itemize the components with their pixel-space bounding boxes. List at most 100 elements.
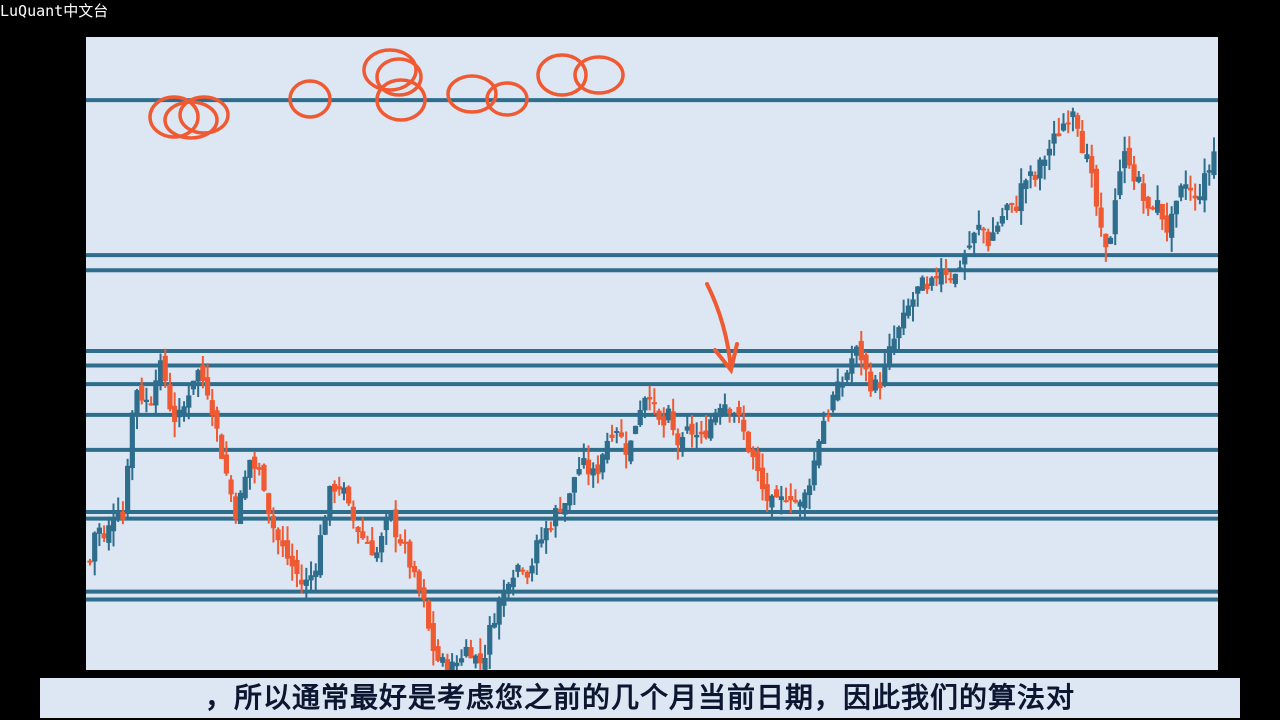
candle-body-158 bbox=[830, 394, 836, 411]
candle-body-148 bbox=[783, 500, 789, 503]
candle-body-188 bbox=[971, 232, 977, 244]
candle-body-100 bbox=[557, 508, 563, 512]
candle-body-92 bbox=[520, 569, 526, 572]
candle-body-197 bbox=[1013, 206, 1020, 212]
candle-body-106 bbox=[585, 459, 592, 475]
price-chart-canvas bbox=[86, 48, 1218, 670]
candle-body-225 bbox=[1145, 196, 1151, 209]
candle-body-101 bbox=[562, 503, 568, 515]
candle-body-84 bbox=[482, 658, 488, 670]
candle-body-140 bbox=[745, 431, 752, 452]
candle-body-204 bbox=[1046, 148, 1052, 156]
candle-body-78 bbox=[454, 662, 460, 667]
candle-body-113 bbox=[618, 432, 625, 437]
candle-body-7 bbox=[120, 511, 126, 520]
candle-body-196 bbox=[1009, 203, 1015, 206]
candlestick-series bbox=[87, 107, 1217, 670]
candle-body-202 bbox=[1037, 159, 1043, 179]
candle-body-190 bbox=[980, 228, 987, 231]
channel-brand-label: LuQuant中文台 bbox=[0, 2, 109, 20]
candle-body-186 bbox=[962, 254, 968, 265]
candle-body-80 bbox=[463, 646, 469, 657]
candle-body-131 bbox=[703, 430, 709, 438]
candle-body-87 bbox=[496, 601, 502, 625]
candle-body-34 bbox=[247, 459, 253, 478]
candle-body-194 bbox=[999, 216, 1005, 224]
candle-body-231 bbox=[1173, 200, 1179, 215]
support-resistance-levels bbox=[86, 98, 1218, 602]
candle-body-116 bbox=[632, 425, 639, 434]
candle-body-162 bbox=[849, 358, 855, 374]
candle-body-26 bbox=[209, 400, 215, 416]
candle-body-149 bbox=[788, 496, 794, 501]
candle-body-47 bbox=[308, 575, 314, 581]
candle-body-76 bbox=[444, 659, 451, 670]
candle-body-28 bbox=[219, 434, 225, 459]
annotation-circle-1 bbox=[163, 100, 219, 140]
candle-body-210 bbox=[1075, 115, 1081, 129]
candle-body-184 bbox=[952, 273, 958, 284]
candle-body-19 bbox=[176, 409, 182, 418]
candle-body-16 bbox=[162, 355, 168, 381]
candle-body-29 bbox=[223, 454, 229, 474]
candle-body-6 bbox=[115, 512, 121, 519]
candle-body-107 bbox=[590, 468, 596, 476]
candle-body-128 bbox=[689, 423, 695, 435]
candle-body-15 bbox=[157, 360, 164, 383]
candle-body-42 bbox=[284, 540, 291, 559]
candle-body-5 bbox=[110, 518, 117, 532]
candle-body-168 bbox=[877, 382, 883, 389]
candle-body-8 bbox=[125, 465, 131, 514]
candle-body-35 bbox=[252, 456, 258, 469]
candle-body-238 bbox=[1206, 170, 1212, 173]
candle-body-12 bbox=[143, 399, 150, 403]
candle-body-50 bbox=[322, 519, 328, 535]
candle-body-208 bbox=[1065, 122, 1071, 125]
candle-body-120 bbox=[651, 402, 657, 405]
candle-body-65 bbox=[393, 509, 399, 538]
candle-body-21 bbox=[186, 395, 192, 408]
candle-body-147 bbox=[778, 496, 784, 501]
candle-body-93 bbox=[524, 571, 530, 578]
annotation-circle-5 bbox=[375, 57, 423, 97]
candle-body-234 bbox=[1187, 187, 1194, 191]
candle-body-195 bbox=[1004, 204, 1010, 211]
candle-body-142 bbox=[755, 452, 761, 472]
candle-body-136 bbox=[726, 408, 733, 414]
candle-body-177 bbox=[919, 277, 926, 291]
candle-body-23 bbox=[195, 370, 201, 382]
candle-body-22 bbox=[190, 380, 197, 390]
candle-body-17 bbox=[167, 384, 173, 410]
candle-body-229 bbox=[1164, 215, 1170, 233]
candle-body-144 bbox=[764, 484, 770, 501]
candle-body-235 bbox=[1192, 195, 1198, 199]
candle-body-68 bbox=[407, 541, 413, 568]
candle-body-3 bbox=[101, 533, 107, 539]
candle-body-170 bbox=[886, 346, 893, 364]
candle-body-33 bbox=[242, 476, 248, 499]
candle-body-89 bbox=[505, 583, 512, 594]
annotation-circle-4 bbox=[362, 48, 418, 92]
candle-body-70 bbox=[416, 571, 422, 591]
candle-body-75 bbox=[440, 657, 446, 663]
candle-body-176 bbox=[915, 286, 921, 294]
candle-body-199 bbox=[1023, 180, 1029, 189]
candle-body-43 bbox=[289, 555, 295, 567]
candle-body-27 bbox=[214, 410, 220, 429]
candle-body-54 bbox=[341, 487, 347, 494]
candle-body-104 bbox=[576, 469, 582, 475]
candle-body-49 bbox=[317, 535, 324, 576]
candle-body-44 bbox=[294, 559, 300, 575]
candle-body-173 bbox=[901, 312, 907, 329]
candle-body-211 bbox=[1079, 130, 1085, 154]
candle-body-125 bbox=[675, 433, 681, 446]
candle-body-166 bbox=[868, 371, 874, 392]
candle-body-25 bbox=[204, 377, 211, 396]
candle-body-174 bbox=[905, 305, 911, 316]
annotation-circle-6 bbox=[375, 78, 427, 122]
candle-body-58 bbox=[360, 531, 366, 539]
candle-body-52 bbox=[331, 483, 338, 492]
candle-body-57 bbox=[355, 526, 361, 533]
candle-body-108 bbox=[595, 464, 601, 475]
candle-body-215 bbox=[1098, 207, 1104, 228]
